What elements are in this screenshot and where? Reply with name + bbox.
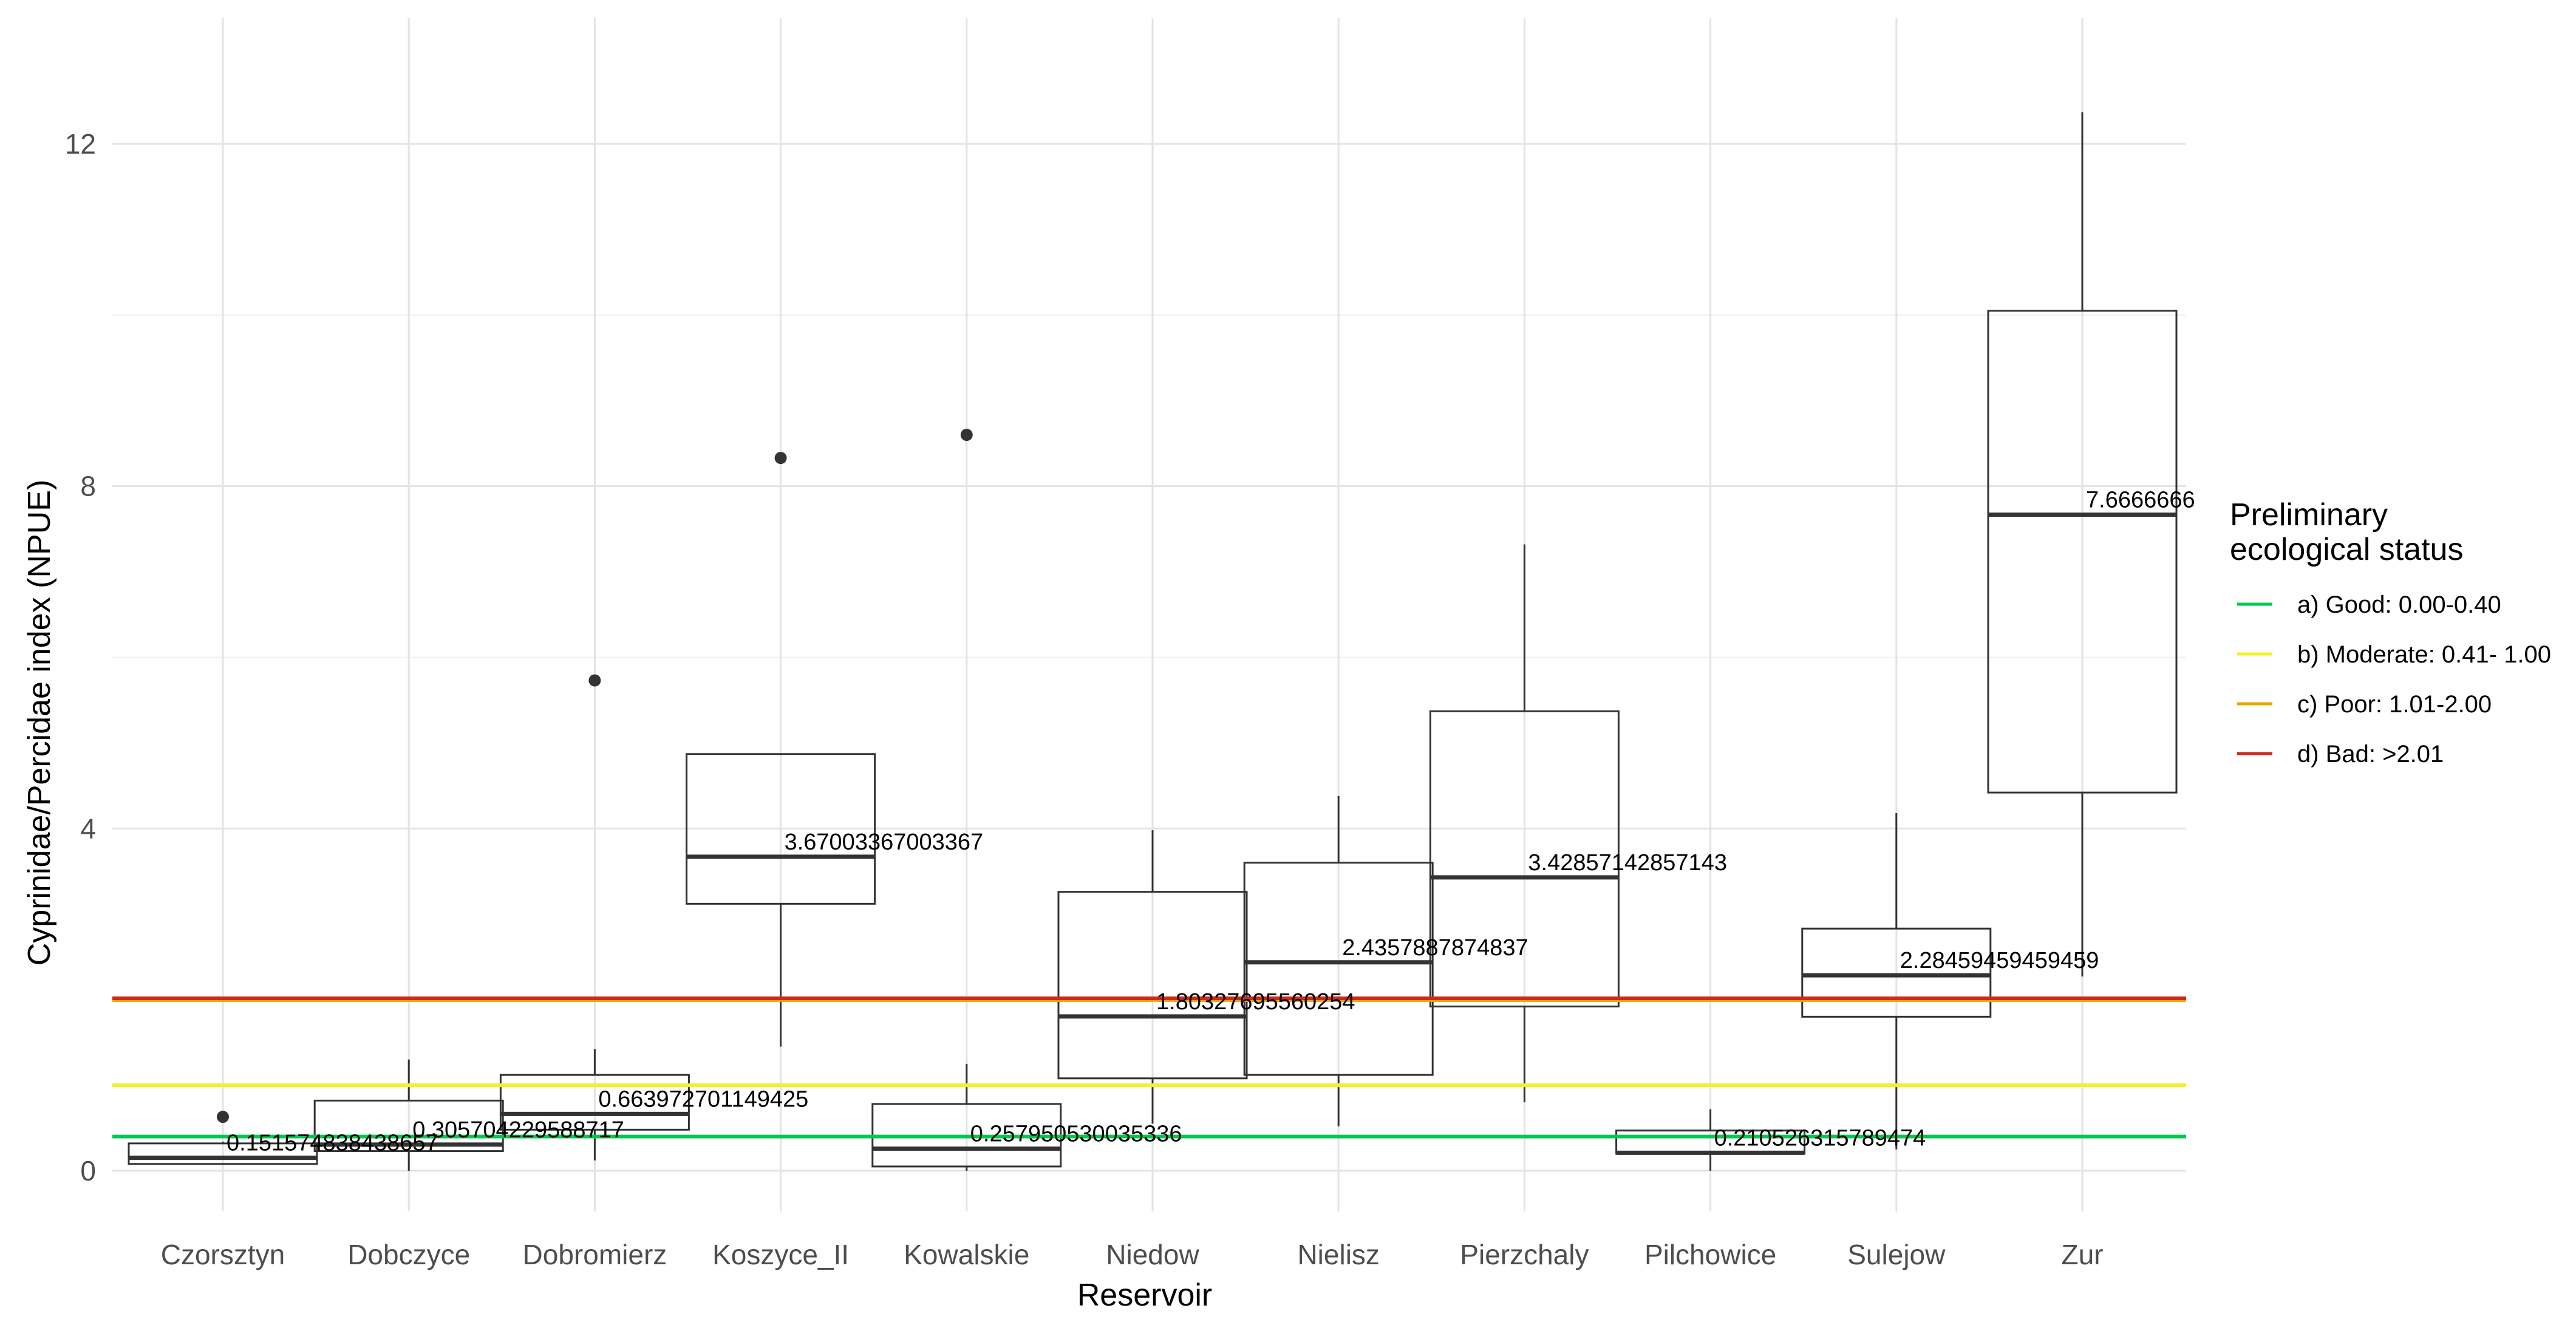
outlier-point [774,452,787,465]
grid [112,18,2186,1211]
median-value-label: 3.67003367003367 [785,829,984,855]
box-rect [1057,891,1248,1080]
box-koszyce-ii [686,452,876,1047]
box-nielisz [1243,795,1434,1126]
x-tick-label: Pierzchaly [1460,1239,1589,1270]
median-value-label: 2.28459459459459 [1900,948,2099,973]
x-tick-label: Zur [2062,1239,2104,1270]
box-sulejow [1801,812,1992,1150]
y-axis-label: Cyprinidae/Percidae index (NPUE) [22,480,57,966]
box-rect [313,1099,504,1153]
box-dobczyce [313,1059,504,1171]
box-rect [499,1074,690,1131]
box-rect [686,753,876,905]
x-tick-label: Dobromierz [523,1239,667,1270]
box-rect [1801,927,1992,1018]
x-tick-label: Dobczyce [347,1239,470,1270]
median-value-label: 0.210526315789474 [1714,1125,1926,1151]
median-value-label: 7.6666666 [2086,488,2195,513]
legend-item: a) Good: 0.00-0.40 [2237,591,2501,618]
box-pilchowice [1615,1109,1806,1171]
box-czorsztyn [128,1111,318,1165]
legend-item: c) Poor: 1.01-2.00 [2237,691,2492,718]
legend-items: a) Good: 0.00-0.40 b) Moderate: 0.41- 1.0… [2237,591,2551,768]
median-value-label: 2.4357887874837 [1342,935,1528,961]
x-tick-label: Sulejow [1847,1239,1946,1270]
legend-title-line-1: Preliminary [2230,497,2388,533]
legend-label: b) Moderate: 0.41- 1.00 [2297,641,2551,668]
box-rect [1429,710,1620,1007]
legend-label: d) Bad: >2.01 [2297,741,2444,768]
reference-lines [112,996,2186,1139]
y-tick-label: 12 [65,128,96,160]
x-tick-label: Niedow [1106,1239,1199,1270]
outlier-point [588,674,601,687]
legend-item: d) Bad: >2.01 [2237,741,2444,768]
y-axis-ticks: 0 4 8 12 [65,128,96,1187]
box-rect [1243,862,1434,1076]
x-tick-label: Pilchowice [1644,1239,1776,1270]
median-value-label: 1.80327695560254 [1156,989,1355,1015]
x-tick-label: Czorsztyn [161,1239,285,1270]
median-value-label: 0.151574838438657 [227,1131,438,1156]
boxes [128,112,2178,1171]
box-zur [1987,112,2178,977]
box-rect [1987,310,2178,794]
y-tick-label: 4 [80,812,96,844]
legend: Preliminary ecological status a) Good: 0… [2230,497,2551,768]
outlier-point [217,1111,229,1123]
x-axis-label: Reservoir [1077,1278,1213,1313]
legend-title-line-2: ecological status [2230,532,2463,567]
outlier-point [960,429,973,441]
y-tick-label: 0 [80,1155,96,1187]
x-axis-ticks: Czorsztyn Dobczyce Dobromierz Koszyce_II Kow… [161,1239,2104,1270]
box-niedow [1057,830,1248,1124]
legend-label: a) Good: 0.00-0.40 [2297,591,2501,618]
legend-label: c) Poor: 1.01-2.00 [2297,691,2492,718]
y-tick-label: 8 [80,471,96,502]
median-value-label: 0.305704229588717 [412,1117,624,1143]
median-value-label: 0.663972701149425 [598,1086,808,1112]
x-tick-label: Nielisz [1297,1239,1379,1270]
x-tick-label: Koszyce_II [712,1239,849,1270]
box-pierzchaly [1429,544,1620,1103]
legend-item: b) Moderate: 0.41- 1.00 [2237,641,2551,668]
median-value-label: 0.257950530035336 [970,1122,1182,1147]
x-tick-label: Kowalskie [904,1239,1029,1270]
median-value-label: 3.42857142857143 [1528,850,1727,876]
box-rect [128,1142,318,1165]
